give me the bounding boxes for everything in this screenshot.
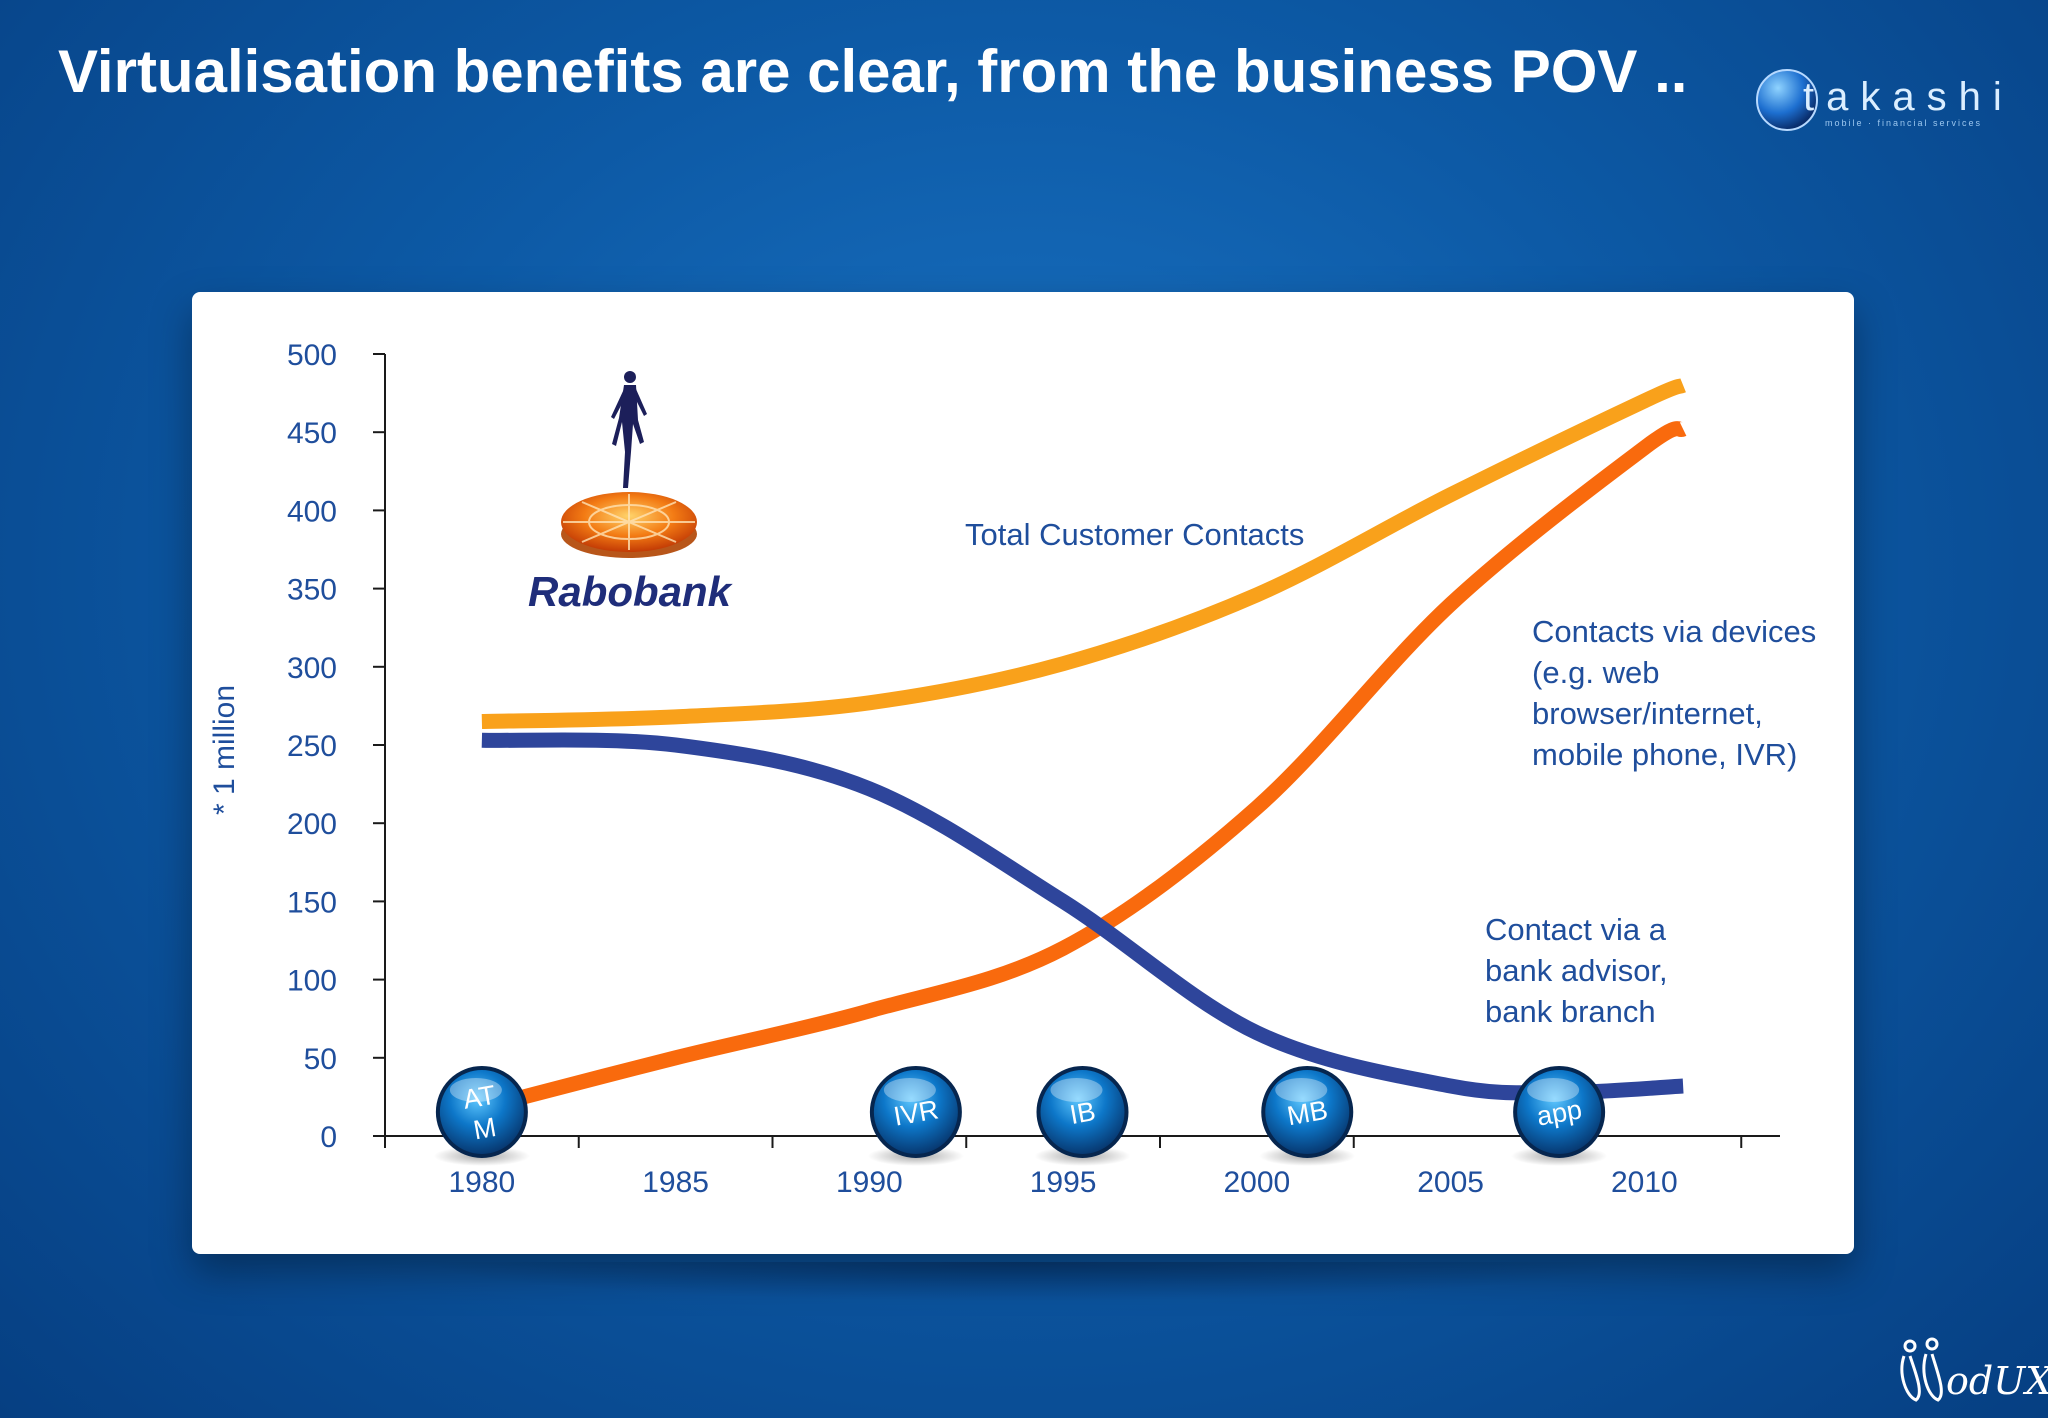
y-tick-label: 50 <box>304 1043 337 1076</box>
y-tick-label: 400 <box>287 495 337 528</box>
svg-text:mobile · financial services: mobile · financial services <box>1825 118 1982 128</box>
x-tick-label: 1995 <box>1030 1166 1097 1199</box>
channel-marker-label: ATM <box>461 1080 504 1147</box>
annotation-total-contacts: Total Customer Contacts <box>965 517 1304 552</box>
svg-text:Rabobank: Rabobank <box>528 568 734 615</box>
channel-bubble-icon <box>1036 1066 1129 1158</box>
channel-bubble-icon <box>1261 1066 1354 1158</box>
bubble-highlight <box>1527 1078 1580 1102</box>
annotation-device-contacts: Contacts via devices (e.g. web browser/int… <box>1532 614 1816 772</box>
channel-marker-app: app <box>1511 1066 1608 1166</box>
y-tick-label: 450 <box>287 417 337 450</box>
bubble-highlight <box>1050 1078 1103 1102</box>
channel-marker-atm: ATM <box>433 1066 530 1166</box>
y-tick-label: 300 <box>287 652 337 685</box>
y-tick-label: 350 <box>287 574 337 607</box>
bubble-highlight <box>1275 1078 1328 1102</box>
x-tick-label: 2010 <box>1611 1166 1678 1199</box>
rabobank-logo-icon: Rabobank <box>528 371 734 615</box>
channel-bubble-icon <box>1513 1066 1606 1158</box>
bubble-highlight <box>449 1078 502 1102</box>
odux-logo-icon: odUX <box>1900 1337 2048 1403</box>
x-tick-label: 1985 <box>642 1166 709 1199</box>
svg-text:takashi: takashi <box>1803 75 2014 119</box>
channel-marker-label: IB <box>1068 1096 1098 1130</box>
y-tick-label: 0 <box>320 1121 337 1154</box>
x-tick-label: 2005 <box>1417 1166 1484 1199</box>
slide-title: Virtualisation benefits are clear, from … <box>58 38 1688 105</box>
y-tick-label: 200 <box>287 808 337 841</box>
channel-bubble-icon <box>869 1066 962 1158</box>
series-line-total-contacts <box>481 378 1686 730</box>
annotation-branch-contacts: Contact via a bank advisor, bank branch <box>1485 912 1668 1029</box>
y-tick-label: 250 <box>287 730 337 763</box>
channel-marker-ib: IB <box>1034 1066 1131 1166</box>
channel-marker-label: MB <box>1285 1095 1330 1132</box>
chart-panel: 0 50 100 150 200 250 300 350 400 450 500 1980 1985 19… <box>192 292 1854 1254</box>
x-tick-label: 1990 <box>836 1166 903 1199</box>
x-tick-label: 2000 <box>1224 1166 1291 1199</box>
svg-text:odUX: odUX <box>1946 1359 2048 1403</box>
channel-marker-mb: MB <box>1259 1066 1356 1166</box>
channel-bubble-icon <box>435 1066 528 1158</box>
line-chart: 0 50 100 150 200 250 300 350 400 450 500 1980 1985 19… <box>208 339 1816 1199</box>
y-tick-label: 100 <box>287 965 337 998</box>
y-tick-label: 150 <box>287 886 337 919</box>
y-tick-label: 500 <box>287 339 337 372</box>
takashi-logo-icon: takashi mobile · financial services <box>1756 69 2014 131</box>
series-line-device-contacts <box>479 421 1687 1116</box>
y-axis-label: * 1 million <box>208 685 241 815</box>
bubble-highlight <box>883 1078 936 1102</box>
x-tick-label: 1980 <box>449 1166 516 1199</box>
panel-shadow <box>420 1262 1620 1302</box>
channel-marker-ivr: IVR <box>867 1066 964 1166</box>
